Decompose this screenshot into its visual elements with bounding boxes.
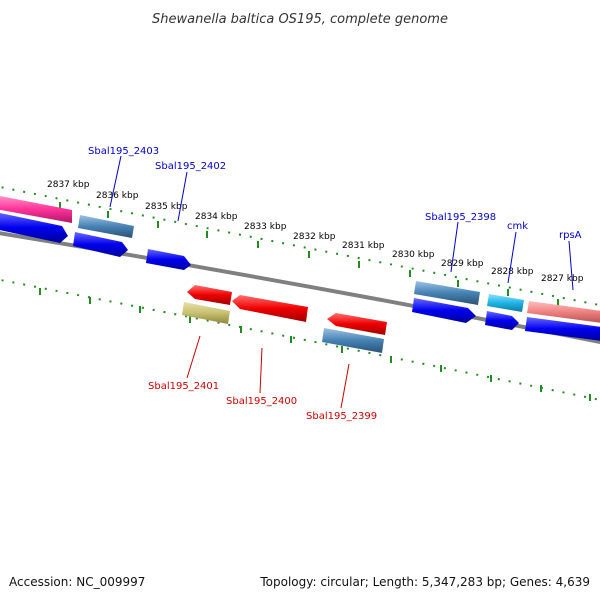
cds-forward-2[interactable] [73, 232, 128, 257]
tick-labels: 2837 kbp 2836 kbp 2835 kbp 2834 kbp 2833… [47, 180, 584, 284]
feature-cyan-cmk[interactable] [487, 294, 524, 312]
reverse-cds-track [187, 285, 387, 335]
cds-reverse-2399[interactable] [327, 313, 387, 335]
tick-label-2827: 2827 kbp [541, 274, 584, 284]
tick-label-2828: 2828 kbp [491, 267, 534, 277]
feature-steel-2398[interactable] [414, 281, 480, 305]
cds-forward-5[interactable] [485, 311, 519, 330]
gene-label-2403[interactable]: Sbal195_2403 [88, 146, 159, 157]
feature-track-outer [0, 195, 600, 323]
gene-label-2402[interactable]: Sbal195_2402 [155, 161, 226, 172]
feature-steel-2399[interactable] [322, 328, 384, 353]
accession-text: Accession: NC_009997 [9, 575, 145, 589]
gene-labels-forward: Sbal195_2403 Sbal195_2402 Sbal195_2398 c… [88, 146, 582, 241]
gene-label-2399[interactable]: Sbal195_2399 [306, 411, 377, 422]
gene-label-cmk[interactable]: cmk [507, 221, 528, 232]
gene-label-rpsA[interactable]: rpsA [559, 230, 582, 241]
inner-tick-ring [0, 278, 600, 401]
forward-cds-track [0, 212, 600, 341]
gene-labels-reverse: Sbal195_2401 Sbal195_2400 Sbal195_2399 [148, 381, 377, 422]
gene-label-2400[interactable]: Sbal195_2400 [226, 396, 297, 407]
tick-label-2830: 2830 kbp [392, 250, 435, 260]
feature-salmon-rpsA[interactable] [527, 301, 600, 323]
gene-label-2398[interactable]: Sbal195_2398 [425, 212, 496, 223]
feature-pink[interactable] [0, 195, 72, 223]
genome-summary-text: Topology: circular; Length: 5,347,283 bp… [259, 575, 590, 589]
gene-label-2401[interactable]: Sbal195_2401 [148, 381, 219, 392]
tick-label-2836: 2836 kbp [96, 191, 139, 201]
feature-olive-2401[interactable] [182, 302, 230, 324]
cds-forward-3[interactable] [146, 249, 191, 270]
cds-forward-4[interactable] [412, 298, 476, 323]
tick-label-2835: 2835 kbp [145, 202, 188, 212]
map-title: Shewanella baltica OS195, complete genom… [152, 12, 448, 27]
inner-major-ticks [39, 288, 591, 401]
tick-label-2831: 2831 kbp [342, 241, 385, 251]
tick-label-2829: 2829 kbp [441, 259, 484, 269]
tick-label-2832: 2832 kbp [293, 232, 336, 242]
tick-label-2833: 2833 kbp [244, 222, 287, 232]
tick-label-2837: 2837 kbp [47, 180, 90, 190]
tick-label-2834: 2834 kbp [195, 212, 238, 222]
cds-forward-1[interactable] [0, 212, 68, 243]
cds-forward-6[interactable] [525, 317, 600, 341]
outer-major-ticks [59, 202, 559, 306]
label-leader-lines [109, 155, 574, 409]
feature-steel-2403[interactable] [78, 215, 134, 238]
cds-reverse-2401[interactable] [187, 285, 232, 305]
cds-reverse-2400[interactable] [232, 295, 308, 322]
feature-track-inner [182, 302, 384, 353]
